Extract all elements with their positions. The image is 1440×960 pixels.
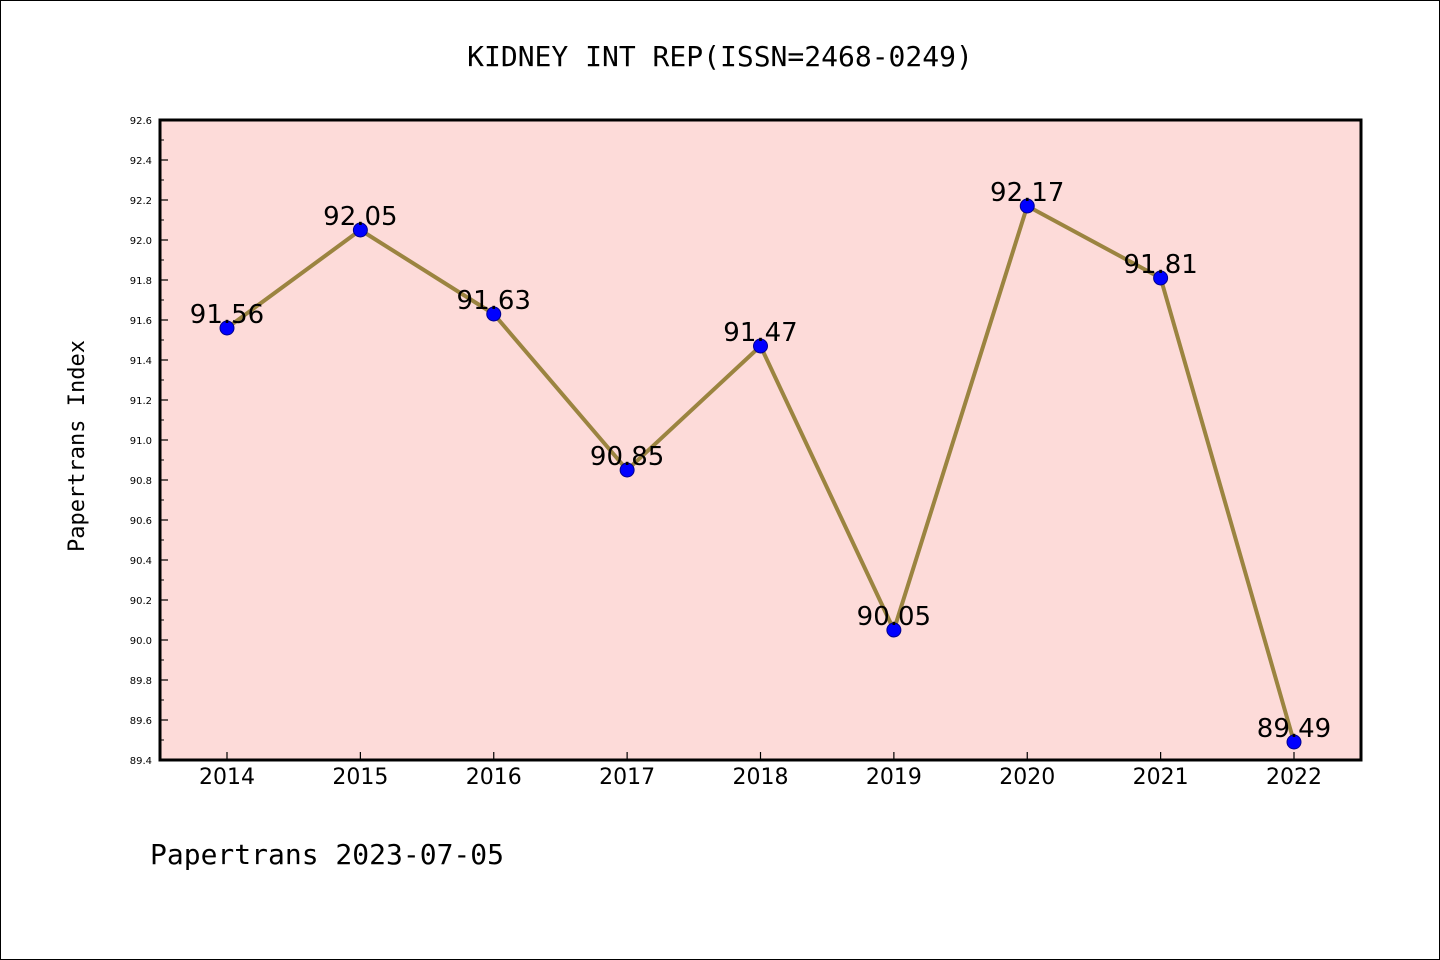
data-point	[219, 320, 235, 336]
y-tick-label: 91.4	[130, 356, 152, 367]
x-tick-label: 2021	[1133, 765, 1189, 790]
data-label: 91.81	[1123, 250, 1197, 280]
y-axis-label: Papertrans Index	[65, 340, 90, 552]
y-axis: 89.4 89.6 89.8 90.0 90.2 90.4 90.6 90.8 91.0 91.2…	[130, 116, 168, 767]
y-tick-label: 91.6	[130, 316, 152, 327]
data-label: 92.05	[323, 202, 397, 232]
y-tick-label: 92.6	[130, 116, 152, 127]
y-tick-label: 90.6	[130, 516, 152, 527]
data-label: 90.85	[590, 442, 664, 472]
data-point	[886, 622, 902, 638]
y-tick-label: 90.4	[130, 556, 152, 567]
y-tick-label: 91.0	[130, 436, 152, 447]
data-label: 92.17	[990, 178, 1064, 208]
x-tick-label: 2014	[199, 765, 255, 790]
y-tick-label: 92.0	[130, 236, 152, 247]
data-point	[1153, 270, 1169, 286]
data-point	[352, 222, 368, 238]
x-tick-label: 2015	[332, 765, 388, 790]
series-group: 91.56 92.05 91.63 90.85 91.47 90.05 92.17 91.81…	[190, 178, 1331, 750]
y-tick-label: 90.8	[130, 476, 152, 487]
data-label: 90.05	[857, 602, 931, 632]
data-point	[619, 462, 635, 478]
data-point	[486, 306, 502, 322]
y-tick-label: 90.0	[130, 636, 152, 647]
data-label: 91.63	[457, 286, 531, 316]
x-tick-label: 2017	[599, 765, 655, 790]
x-tick-label: 2022	[1266, 765, 1322, 790]
y-tick-label: 92.2	[130, 196, 152, 207]
y-tick-label: 91.2	[130, 396, 152, 407]
y-tick-label: 89.6	[130, 716, 152, 727]
chart-title: KIDNEY INT REP(ISSN=2468-0249)	[467, 40, 973, 73]
y-tick-label: 89.8	[130, 676, 152, 687]
y-tick-label: 92.4	[130, 156, 152, 167]
data-point	[1019, 198, 1035, 214]
y-tick-label: 90.2	[130, 596, 152, 607]
x-tick-label: 2018	[733, 765, 789, 790]
data-label: 89.49	[1257, 714, 1331, 744]
data-point	[753, 338, 768, 354]
data-label: 91.47	[723, 318, 797, 348]
footer-text: Papertrans 2023-07-05	[150, 838, 504, 871]
data-point	[1286, 734, 1302, 750]
x-tick-label: 2020	[999, 765, 1055, 790]
x-tick-label: 2016	[466, 765, 522, 790]
y-tick-label: 89.4	[130, 756, 152, 767]
x-axis: 2014 2015 2016 2017 2018 2019 2020 2021 2022	[199, 752, 1322, 790]
y-tick-label: 91.8	[130, 276, 152, 287]
x-tick-label: 2019	[866, 765, 922, 790]
data-label: 91.56	[190, 300, 264, 330]
